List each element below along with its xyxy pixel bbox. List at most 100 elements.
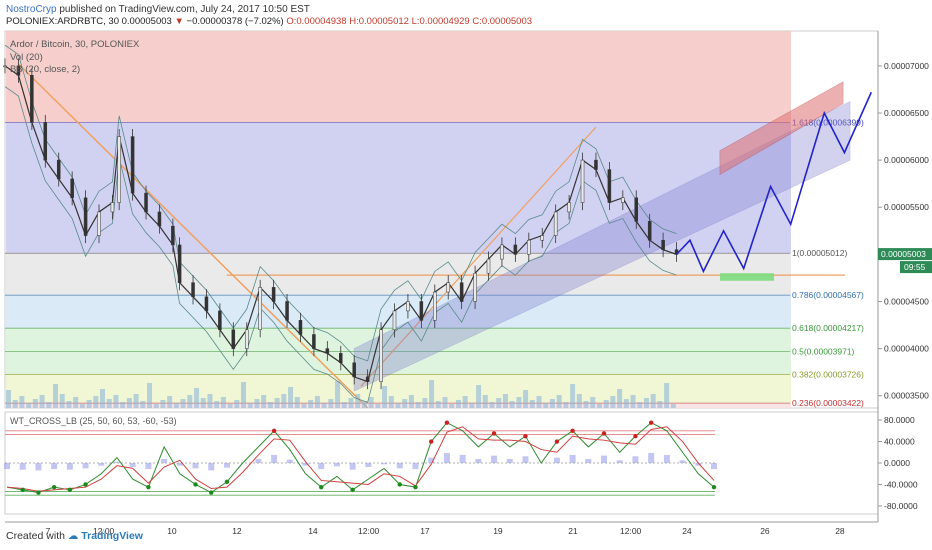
price-change: −0.00000378 (−7.02%) (186, 16, 284, 27)
volume-bar (516, 397, 522, 408)
fib-level-label: 1.618(0.00006399) (792, 118, 864, 128)
volume-bar (153, 404, 159, 408)
candle-body (419, 301, 424, 321)
candle-body (540, 235, 544, 241)
candle-body (553, 211, 558, 236)
y-tick-label: 0.00003500 (884, 391, 929, 401)
volume-bar (341, 402, 347, 408)
volume-bar (247, 403, 253, 408)
candle-body (379, 329, 383, 382)
osc-histogram-bar (302, 463, 309, 466)
osc-histogram-bar (616, 460, 623, 463)
fib-level-label: 0.618(0.00004217) (792, 323, 864, 333)
volume-bar (26, 403, 32, 408)
candle-body (171, 225, 175, 246)
fib-zone (6, 351, 791, 375)
volume-bar (482, 395, 488, 408)
volume-bar (59, 394, 65, 408)
x-tick-label: 14 (308, 526, 318, 536)
wt2-line (6, 426, 715, 492)
volume-bar (529, 400, 535, 408)
fib-zone (6, 122, 791, 254)
volume-bar (39, 395, 45, 408)
volume-bar (274, 398, 280, 408)
osc-histogram-bar (491, 455, 498, 463)
volume-bar (147, 383, 153, 408)
volume-bar (234, 400, 240, 408)
candle-body (285, 301, 289, 321)
y-tick-label: 0.00004000 (884, 344, 929, 354)
osc-histogram-bar (19, 463, 26, 470)
candle-body (204, 296, 209, 312)
candle-body (486, 258, 491, 274)
osc-histogram-bar (711, 463, 717, 470)
volume-bar (173, 403, 179, 408)
author-name[interactable]: NostroCryp (6, 4, 57, 15)
volume-bar (328, 399, 334, 408)
osc-histogram-bar (365, 463, 372, 468)
osc-histogram-bar (113, 461, 120, 463)
candle-body (634, 197, 638, 222)
cross-dot (350, 487, 355, 493)
osc-histogram-bar (333, 463, 340, 467)
fib-zone (6, 295, 791, 329)
cross-dot (633, 433, 638, 439)
candle-body (580, 159, 585, 203)
y-tick-label: 0.00005500 (884, 202, 929, 212)
y-tick-label: 0.00006500 (884, 108, 929, 118)
candle-body (231, 329, 236, 349)
osc-histogram-bar (663, 454, 670, 463)
volume-bar (509, 401, 515, 408)
cross-dot (67, 487, 73, 493)
volume-bar (543, 403, 549, 408)
volume-bar (12, 400, 18, 408)
volume-bar (140, 401, 146, 408)
osc-histogram-bar (553, 457, 560, 463)
volume-bar (32, 399, 38, 408)
volume-bar (402, 399, 408, 408)
volume-bar (19, 396, 25, 408)
volume-bar (261, 395, 267, 408)
candle-body (647, 221, 652, 241)
cross-dot (224, 479, 230, 484)
x-tick-label: 12:00 (620, 526, 642, 536)
volume-bar (321, 403, 327, 408)
volume-bar (214, 401, 220, 408)
osc-histogram-bar (679, 460, 686, 463)
volume-bar (361, 401, 367, 408)
candle-body (191, 282, 195, 298)
candle-body (365, 376, 370, 382)
volume-bar (643, 398, 649, 408)
candle-body (298, 320, 303, 335)
volume-bar (187, 395, 193, 408)
osc-histogram-bar (4, 463, 10, 470)
candle-body (459, 282, 464, 302)
volume-bar (355, 394, 361, 408)
volume-bar (556, 395, 562, 408)
volume-bar (610, 396, 616, 408)
volume-bar (126, 398, 132, 408)
candle-body (406, 301, 410, 312)
target-zone-red (719, 81, 844, 175)
x-tick-label: 24 (682, 526, 692, 536)
osc-histogram-bar (443, 452, 450, 463)
x-tick-label: 10 (167, 526, 177, 536)
osc-histogram-bar (569, 454, 576, 463)
cross-dot (444, 420, 450, 425)
volume-bar (523, 390, 529, 408)
volume-bar (576, 394, 582, 408)
publish-header: NostroCryp published on TradingView.com,… (6, 3, 310, 17)
volume-bar (200, 398, 206, 408)
candle-body (258, 287, 262, 331)
osc-histogram-bar (82, 463, 89, 469)
volume-bar (429, 380, 435, 408)
osc-histogram-bar (208, 463, 215, 471)
osc-histogram-bar (145, 463, 152, 470)
volume-bar (670, 404, 676, 408)
legend-vol: Vol (20) (10, 52, 43, 63)
footer-brand[interactable]: TradingView (81, 530, 143, 542)
osc-histogram-bar (585, 458, 592, 463)
bollinger-lower (4, 86, 677, 403)
candle-body (3, 65, 7, 68)
